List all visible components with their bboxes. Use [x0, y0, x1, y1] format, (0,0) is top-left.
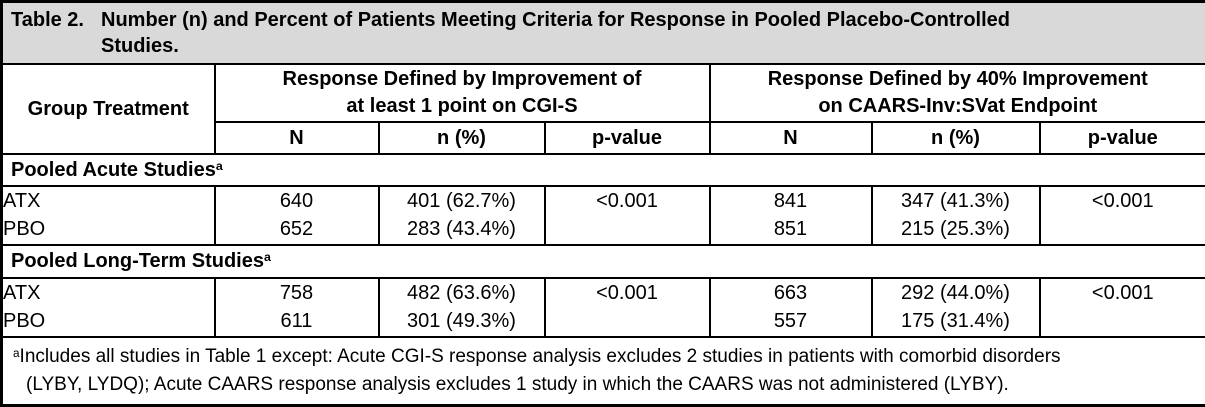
table-title-line1: Number (n) and Percent of Patients Meeti…: [101, 9, 1010, 31]
cell-caars-npct: 292 (44.0%): [872, 278, 1040, 307]
spanner-caars-line1: Response Defined by 40% Improvement: [711, 66, 1205, 93]
section-row-longterm: Pooled Long-Term Studiesa: [2, 245, 1205, 278]
section-header-acute: Pooled Acute Studiesa: [2, 154, 1205, 186]
cell-treatment: ATX: [2, 278, 215, 307]
cell-caars-pvalue: [1040, 307, 1205, 337]
section-label-longterm: Pooled Long-Term Studies: [11, 250, 264, 272]
cell-cgi-n: 652: [215, 215, 379, 245]
column-header-cgi-pvalue: p-value: [545, 122, 710, 154]
spanner-cgi-response: Response Defined by Improvement of at le…: [215, 64, 710, 122]
cell-caars-npct: 347 (41.3%): [872, 186, 1040, 215]
cell-cgi-npct: 401 (62.7%): [379, 186, 545, 215]
cell-cgi-npct: 283 (43.4%): [379, 215, 545, 245]
cell-cgi-npct: 482 (63.6%): [379, 278, 545, 307]
footnote-line1: aIncludes all studies in Table 1 except:…: [13, 343, 1195, 371]
footnote-marker: a: [13, 347, 20, 360]
spanner-cgi-line2: at least 1 point on CGI-S: [216, 93, 709, 120]
table-title-text: Number (n) and Percent of Patients Meeti…: [101, 7, 1197, 59]
cell-caars-n: 663: [710, 278, 872, 307]
section-footnote-marker-acute: a: [216, 159, 223, 173]
cell-caars-n: 841: [710, 186, 872, 215]
cell-cgi-pvalue: <0.001: [545, 278, 710, 307]
cell-caars-n: 851: [710, 215, 872, 245]
cell-cgi-npct: 301 (49.3%): [379, 307, 545, 337]
table-row-acute-pbo: PBO 652 283 (43.4%) 851 215 (25.3%): [2, 215, 1205, 245]
column-header-cgi-npct: n (%): [379, 122, 545, 154]
footnote-text-line2: (LYBY, LYDQ); Acute CAARS response analy…: [26, 374, 1009, 395]
footnote-cell: aIncludes all studies in Table 1 except:…: [2, 337, 1205, 406]
table-row-acute-atx: ATX 640 401 (62.7%) <0.001 841 347 (41.3…: [2, 186, 1205, 215]
header-spanner-row: Group Treatment Response Defined by Impr…: [2, 64, 1205, 122]
footnote-line2: (LYBY, LYDQ); Acute CAARS response analy…: [13, 371, 1195, 399]
spanner-caars-response: Response Defined by 40% Improvement on C…: [710, 64, 1205, 122]
spanner-cgi-line1: Response Defined by Improvement of: [216, 66, 709, 93]
footnote-text-line1: Includes all studies in Table 1 except: …: [20, 346, 1061, 367]
section-row-acute: Pooled Acute Studiesa: [2, 154, 1205, 186]
column-header-caars-npct: n (%): [872, 122, 1040, 154]
cell-cgi-pvalue: [545, 307, 710, 337]
cell-caars-npct: 215 (25.3%): [872, 215, 1040, 245]
table-title-line2: Studies.: [101, 35, 179, 57]
cell-caars-pvalue: <0.001: [1040, 186, 1205, 215]
spanner-caars-line2: on CAARS-Inv:SVat Endpoint: [711, 93, 1205, 120]
section-footnote-marker-longterm: a: [264, 250, 271, 264]
table-row-longterm-pbo: PBO 611 301 (49.3%) 557 175 (31.4%): [2, 307, 1205, 337]
cell-cgi-n: 640: [215, 186, 379, 215]
table-number-label: Table 2.: [11, 7, 101, 59]
cell-cgi-n: 758: [215, 278, 379, 307]
column-header-caars-pvalue: p-value: [1040, 122, 1205, 154]
column-header-group-treatment: Group Treatment: [2, 64, 215, 154]
table-title-cell: Table 2. Number (n) and Percent of Patie…: [2, 2, 1205, 65]
table-row-longterm-atx: ATX 758 482 (63.6%) <0.001 663 292 (44.0…: [2, 278, 1205, 307]
cell-caars-pvalue: [1040, 215, 1205, 245]
cell-caars-n: 557: [710, 307, 872, 337]
cell-treatment: ATX: [2, 186, 215, 215]
footnote-row: aIncludes all studies in Table 1 except:…: [2, 337, 1205, 406]
table-title-row: Table 2. Number (n) and Percent of Patie…: [2, 2, 1205, 65]
table-title: Table 2. Number (n) and Percent of Patie…: [11, 7, 1197, 59]
section-label-acute: Pooled Acute Studies: [11, 159, 216, 181]
column-header-cgi-n: N: [215, 122, 379, 154]
cell-cgi-n: 611: [215, 307, 379, 337]
cell-cgi-pvalue: <0.001: [545, 186, 710, 215]
cell-treatment: PBO: [2, 215, 215, 245]
section-header-longterm: Pooled Long-Term Studiesa: [2, 245, 1205, 278]
cell-treatment: PBO: [2, 307, 215, 337]
column-header-caars-n: N: [710, 122, 872, 154]
cell-caars-npct: 175 (31.4%): [872, 307, 1040, 337]
cell-cgi-pvalue: [545, 215, 710, 245]
cell-caars-pvalue: <0.001: [1040, 278, 1205, 307]
